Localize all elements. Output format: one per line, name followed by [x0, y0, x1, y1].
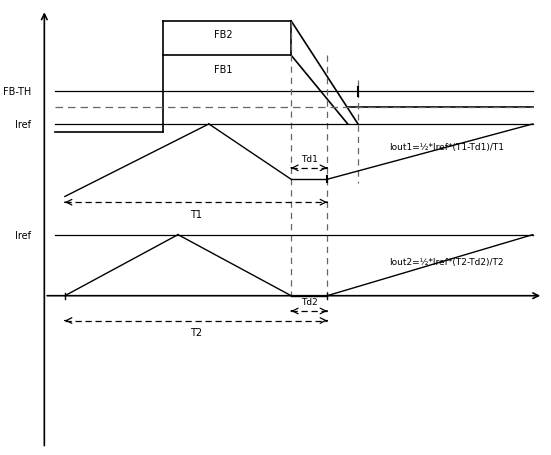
Text: FB1: FB1	[214, 65, 233, 75]
Text: Td2: Td2	[301, 298, 317, 307]
Text: Iout2=½*Iref*(T2-Td2)/T2: Iout2=½*Iref*(T2-Td2)/T2	[389, 257, 503, 266]
Text: FB2: FB2	[214, 30, 233, 40]
Text: Iref: Iref	[15, 120, 31, 130]
Text: T1: T1	[190, 210, 202, 220]
Text: FB-TH: FB-TH	[3, 87, 31, 97]
Text: Td1: Td1	[301, 155, 317, 164]
Text: T2: T2	[190, 328, 202, 338]
Text: Iout1=½*Iref*(T1-Td1)/T1: Iout1=½*Iref*(T1-Td1)/T1	[389, 143, 504, 152]
Text: Iref: Iref	[15, 230, 31, 240]
